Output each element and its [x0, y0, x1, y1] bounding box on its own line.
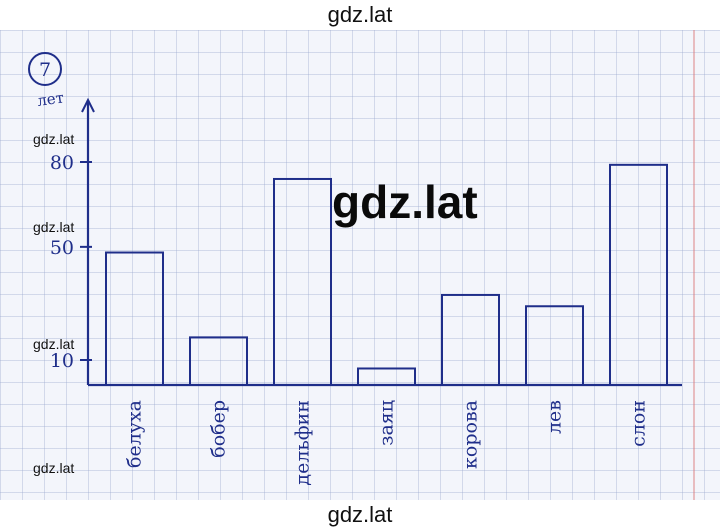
watermark-side-2: gdz.lat — [33, 219, 75, 235]
watermark-bottom: gdz.lat — [327, 502, 393, 527]
watermark-side-3: gdz.lat — [33, 336, 75, 352]
bar-лев — [525, 305, 584, 386]
watermark-side-1: gdz.lat — [33, 131, 75, 147]
bar-корова — [441, 293, 500, 387]
task-number: 7 — [39, 59, 51, 81]
bar-дельфин — [273, 177, 332, 386]
watermark-center: gdz.lat — [332, 176, 478, 228]
notebook-margin-line — [693, 30, 695, 500]
watermark-side-4: gdz.lat — [33, 460, 75, 476]
x-tick-label: дельфин — [292, 400, 314, 486]
x-labels-group: белуха бобер дельфин заяц корова лев слон — [124, 400, 650, 486]
x-tick-label: корова — [460, 400, 482, 469]
axes-group — [81, 97, 682, 387]
x-tick-label: лев — [544, 400, 566, 434]
bar-бобер — [189, 336, 248, 386]
y-ticks-group: 10 50 80 — [50, 152, 92, 372]
bar-белуха — [105, 251, 164, 386]
y-tick-label: 50 — [50, 237, 74, 259]
y-tick-label: 80 — [50, 152, 74, 174]
watermark-top: gdz.lat — [327, 2, 393, 27]
bar-заяц — [357, 367, 416, 387]
notebook-paper — [0, 30, 720, 500]
bar-слон — [609, 163, 668, 386]
x-tick-label: бобер — [208, 400, 230, 458]
y-tick-label: 10 — [50, 350, 74, 372]
x-tick-label: белуха — [124, 400, 146, 468]
x-tick-label: заяц — [376, 400, 398, 446]
x-tick-label: слон — [628, 400, 650, 447]
y-axis-label: лет — [36, 88, 65, 110]
task-number-badge: 7 — [28, 52, 62, 86]
y-axis-arrow — [81, 97, 95, 113]
